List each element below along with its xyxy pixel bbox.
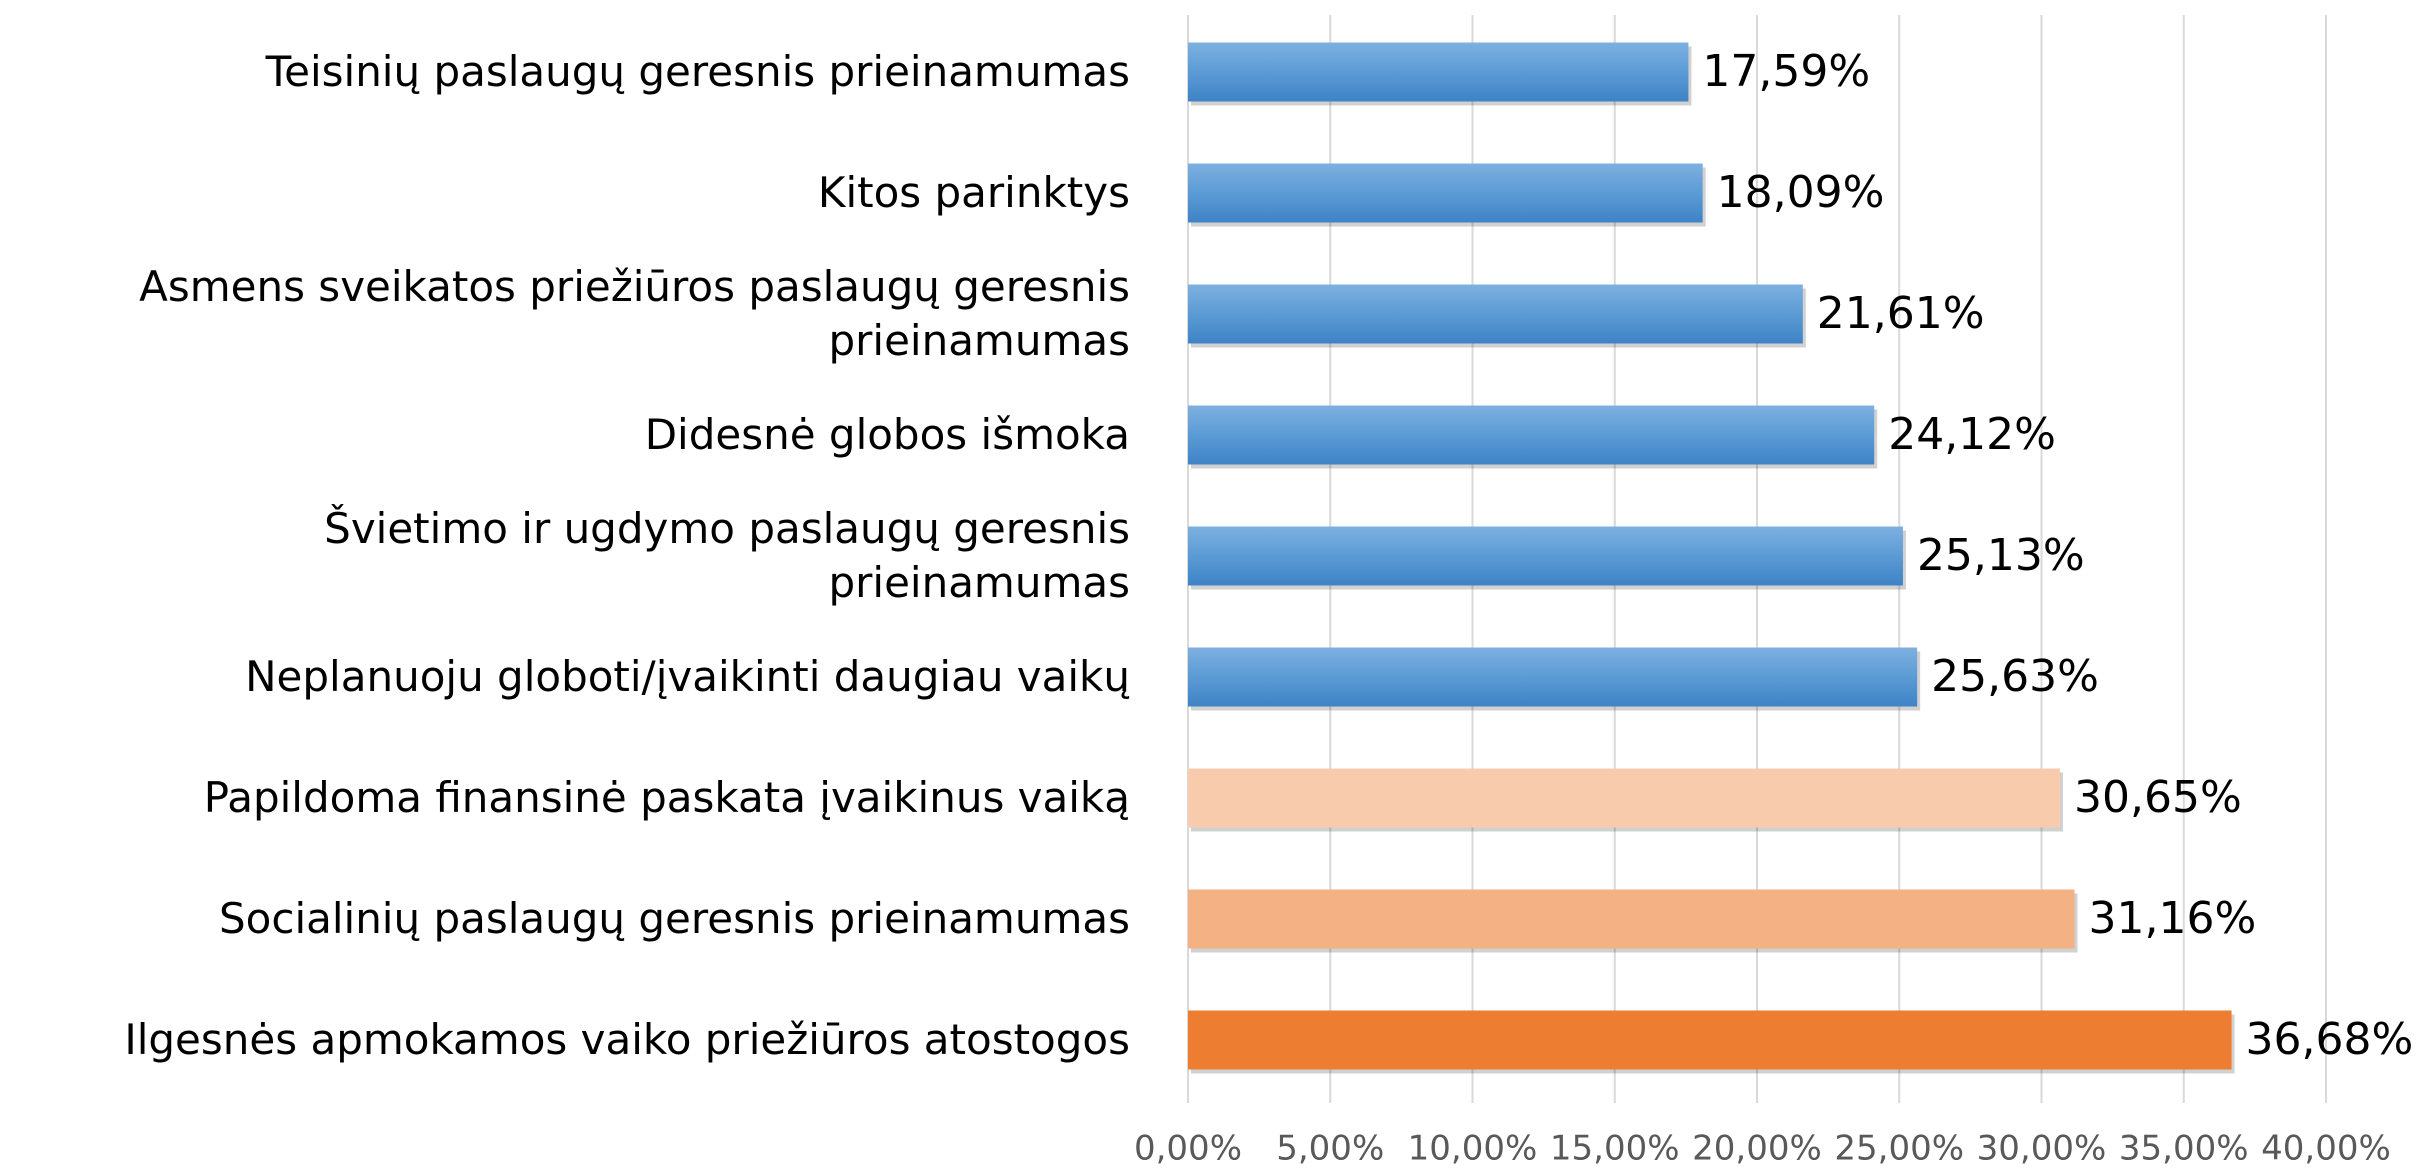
value-label: 25,63%: [1931, 651, 2099, 702]
bar: [1188, 526, 1903, 586]
x-tick-label: 0,00%: [1134, 1129, 1242, 1169]
category-label: Papildoma finansinė paskata įvaikinus va…: [203, 773, 1130, 822]
bar: [1188, 284, 1803, 344]
value-label: 25,13%: [1917, 530, 2085, 581]
value-label: 17,59%: [1702, 46, 1870, 97]
category-label: Ilgesnės apmokamos vaiko priežiūros atos…: [124, 1015, 1130, 1064]
bar: [1188, 405, 1875, 465]
bar: [1188, 163, 1703, 223]
value-label: 24,12%: [1888, 409, 2056, 460]
bar: [1188, 768, 2060, 828]
value-label: 36,68%: [2246, 1014, 2414, 1065]
value-label: 18,09%: [1717, 167, 1885, 218]
bar: [1188, 42, 1689, 102]
value-label: 21,61%: [1817, 288, 1985, 339]
value-label: 31,16%: [2089, 893, 2257, 944]
category-label: Asmens sveikatos priežiūros paslaugų ger…: [139, 262, 1130, 365]
x-tick-label: 30,00%: [1977, 1129, 2107, 1169]
category-label: Teisinių paslaugų geresnis prieinamumas: [265, 47, 1130, 96]
category-label: Neplanuoju globoti/įvaikinti daugiau vai…: [245, 652, 1130, 701]
x-tick-label: 10,00%: [1408, 1129, 1538, 1169]
x-tick-label: 25,00%: [1834, 1129, 1964, 1169]
category-label: Didesnė globos išmoka: [644, 410, 1130, 459]
category-label: Socialinių paslaugų geresnis prieinamuma…: [219, 894, 1130, 943]
x-tick-label: 20,00%: [1692, 1129, 1822, 1169]
x-tick-label: 5,00%: [1276, 1129, 1384, 1169]
category-label: Švietimo ir ugdymo paslaugų geresnis pri…: [324, 504, 1130, 607]
value-label: 30,65%: [2074, 772, 2242, 823]
x-tick-label: 40,00%: [2261, 1129, 2391, 1169]
x-tick-label: 15,00%: [1550, 1129, 1680, 1169]
x-tick-label: 35,00%: [2119, 1129, 2249, 1169]
bar: [1188, 1010, 2232, 1070]
category-label: Kitos parinktys: [817, 168, 1130, 217]
bar: [1188, 647, 1918, 707]
bar: [1188, 889, 2075, 949]
